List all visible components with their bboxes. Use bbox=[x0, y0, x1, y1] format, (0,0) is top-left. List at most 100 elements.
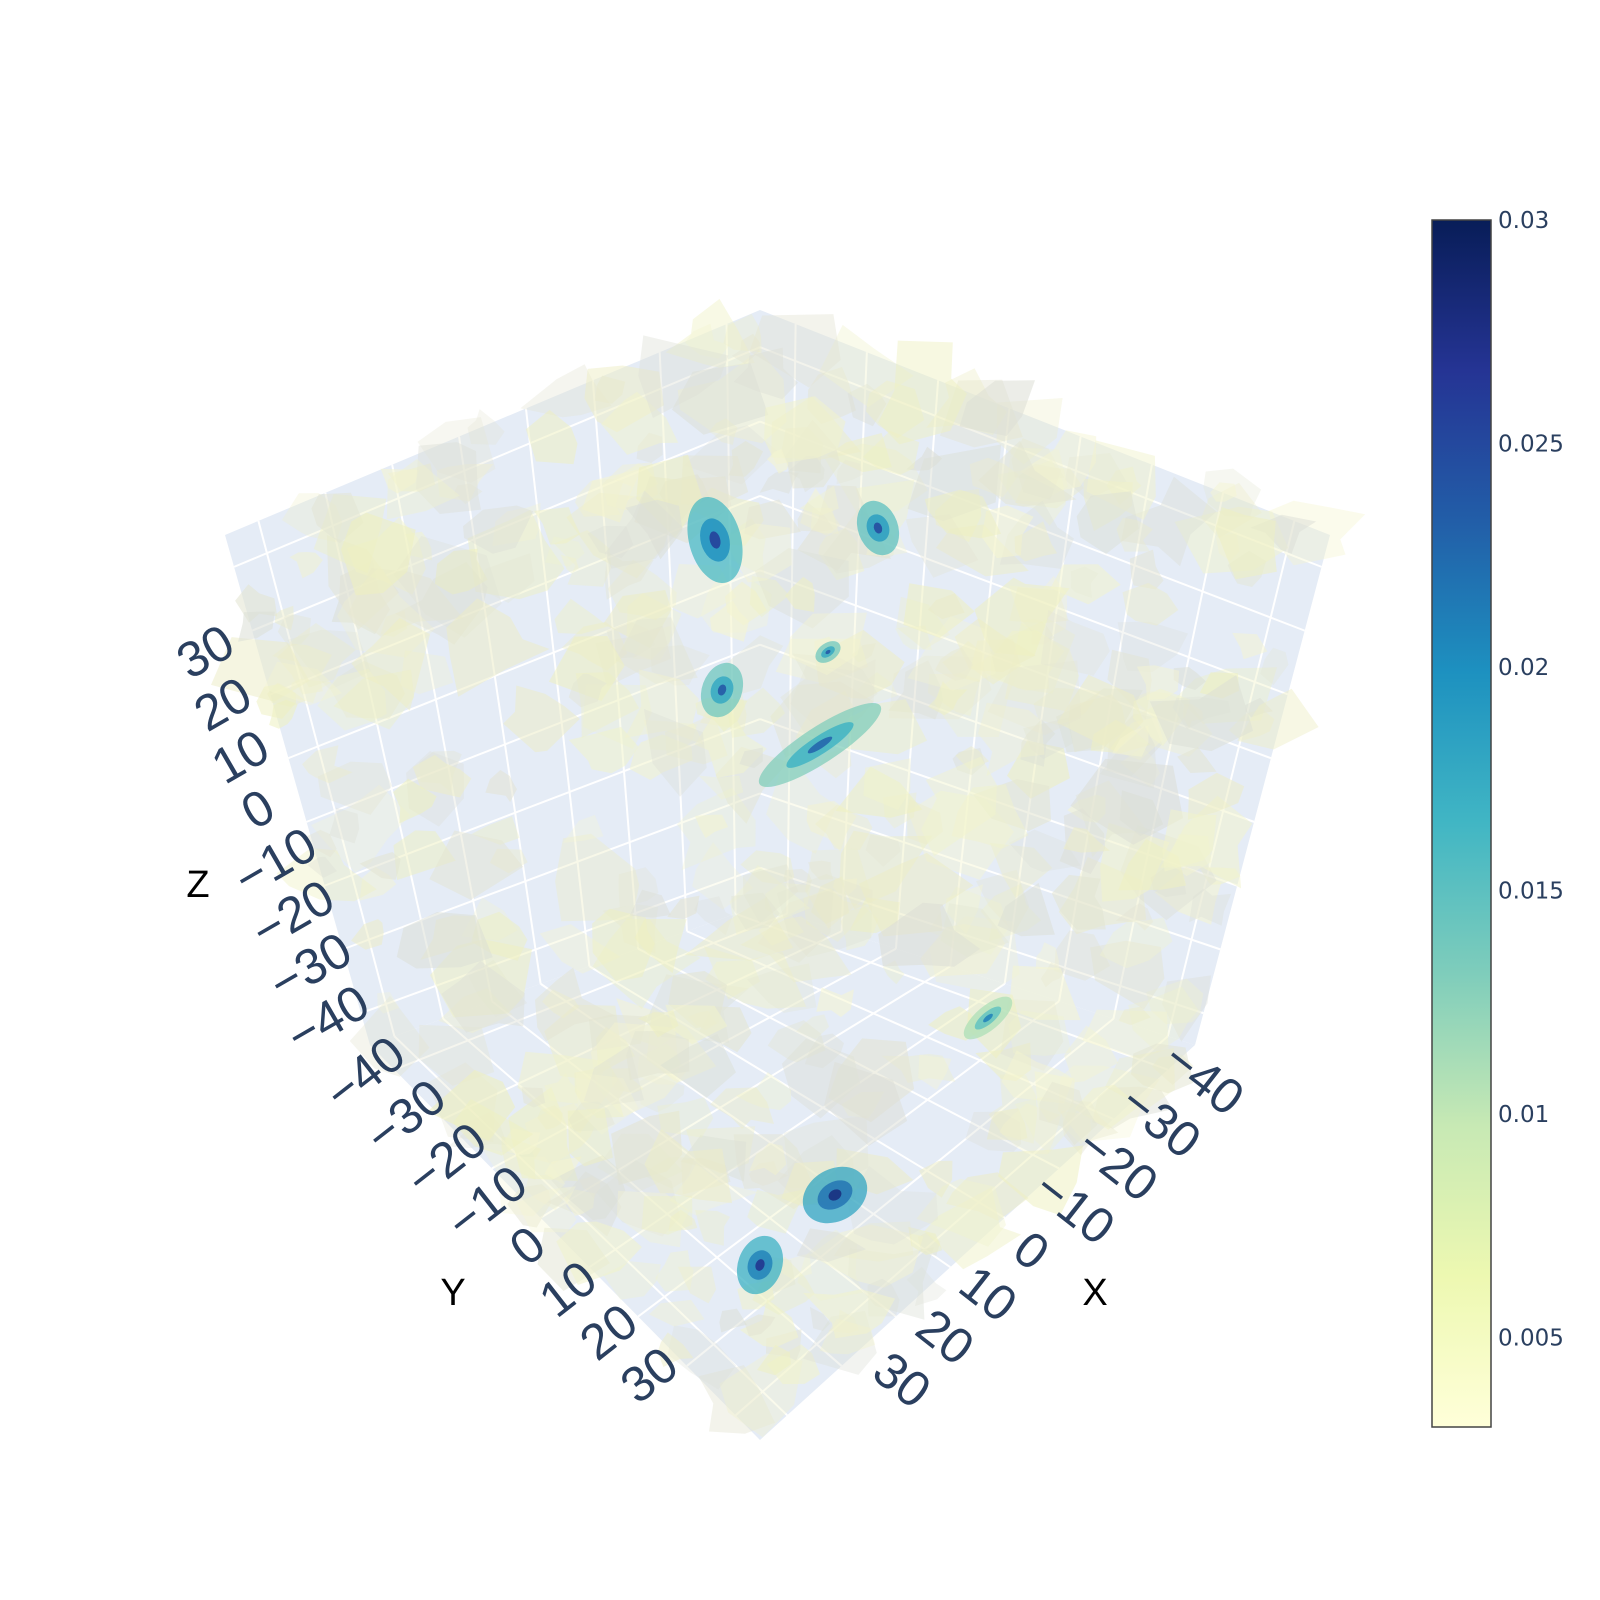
gridline bbox=[458, 436, 542, 984]
isosurface-blob bbox=[802, 1166, 868, 1224]
colorbar-tick-label: 0.01 bbox=[1498, 1102, 1549, 1128]
isosurface-patch bbox=[780, 1253, 812, 1279]
gridline bbox=[233, 346, 761, 568]
isosurface-patch bbox=[377, 992, 400, 1014]
isosurface-patch bbox=[1100, 726, 1157, 789]
isosurface-patch bbox=[554, 598, 608, 634]
isosurface-patch bbox=[767, 449, 789, 474]
isosurface-patch bbox=[975, 1042, 1032, 1081]
isosurface-patch bbox=[796, 1014, 830, 1040]
isosurface-patch bbox=[579, 1176, 601, 1199]
isosurface-patch bbox=[601, 391, 679, 455]
isosurface-patch bbox=[819, 324, 914, 408]
isosurface-patch bbox=[1122, 583, 1179, 626]
isosurface-patch bbox=[924, 1187, 1022, 1270]
isosurface-patch bbox=[862, 430, 920, 475]
isosurface-patch bbox=[545, 536, 585, 567]
isosurface-patch bbox=[638, 1010, 679, 1038]
isosurface-patch bbox=[952, 748, 986, 776]
isosurface-patch bbox=[1086, 440, 1156, 520]
isosurface-patch bbox=[847, 1166, 938, 1245]
isosurface-patch bbox=[263, 661, 342, 706]
isosurface-patch bbox=[1014, 1096, 1079, 1154]
isosurface-patch bbox=[380, 610, 408, 637]
isosurface-patch bbox=[454, 483, 483, 505]
gridline bbox=[342, 792, 761, 951]
isosurface-patch bbox=[998, 1145, 1084, 1216]
isosurface-highlights bbox=[687, 496, 1013, 1295]
isosurface-patch bbox=[568, 673, 607, 708]
3d-scene[interactable] bbox=[211, 298, 1366, 1440]
isosurface-patch bbox=[1162, 975, 1211, 1042]
isosurface-patch bbox=[471, 816, 520, 845]
isosurface-patch bbox=[1177, 747, 1217, 773]
isosurface-patch bbox=[1035, 942, 1059, 970]
isosurface-patch bbox=[1119, 790, 1164, 836]
isosurface-patch bbox=[1189, 888, 1232, 926]
isosurface-patch bbox=[1105, 1048, 1175, 1110]
isosurface-patch bbox=[987, 660, 1082, 736]
isosurface-patch bbox=[380, 468, 420, 494]
isosurface-patch bbox=[311, 784, 411, 873]
isosurface-patch bbox=[276, 848, 377, 902]
gridline bbox=[524, 408, 591, 967]
isosurface-patch bbox=[624, 669, 704, 745]
isosurface-patch bbox=[888, 660, 943, 720]
isosurface-patch bbox=[747, 1188, 807, 1234]
isosurface-patch bbox=[667, 1325, 737, 1390]
gridline bbox=[588, 982, 1006, 1269]
isosurface-patch bbox=[695, 1210, 730, 1246]
isosurface-patch bbox=[1074, 1084, 1140, 1130]
isosurface-patch bbox=[618, 867, 659, 908]
isosurface-patch bbox=[1237, 688, 1319, 750]
gridline bbox=[288, 569, 761, 760]
isosurface-patch bbox=[959, 380, 1035, 436]
isosurface-patch bbox=[393, 778, 437, 824]
isosurface-patch bbox=[272, 623, 356, 688]
gridline bbox=[1112, 492, 1225, 1019]
isosurface-patch bbox=[317, 668, 387, 731]
isosurface-patch bbox=[393, 830, 456, 880]
isosurface-patch bbox=[535, 967, 616, 1042]
isosurface-patch bbox=[489, 848, 528, 874]
isosurface-patch bbox=[1034, 1071, 1075, 1123]
colorbar-tick-label: 0.015 bbox=[1498, 879, 1564, 905]
isosurface-patch bbox=[616, 1190, 690, 1248]
isosurface-patch bbox=[544, 1156, 582, 1185]
isosurface-patch bbox=[742, 864, 799, 924]
isosurface-patch bbox=[1136, 665, 1180, 700]
isosurface-patch bbox=[287, 629, 371, 690]
isosurface-patch bbox=[638, 335, 729, 418]
isosurface-patch bbox=[739, 747, 763, 769]
isosurface-patch bbox=[757, 1344, 791, 1376]
isosurface-blob bbox=[700, 662, 744, 718]
isosurface-patch bbox=[684, 897, 794, 961]
isosurface-patch bbox=[936, 524, 1029, 577]
isosurface-patch bbox=[859, 852, 974, 937]
isosurface-patch bbox=[655, 1250, 694, 1292]
isosurface-patch bbox=[639, 1075, 685, 1113]
isosurface-patch bbox=[551, 1155, 626, 1220]
isosurface-patch bbox=[1146, 978, 1204, 1025]
isosurface-patch bbox=[908, 1226, 943, 1256]
isosurface-patch bbox=[731, 892, 780, 930]
isosurface-patch bbox=[997, 882, 1055, 937]
isosurface-patch bbox=[848, 1247, 934, 1320]
isosurface-patch bbox=[709, 418, 738, 445]
colorbar[interactable]: 0.005 0.01 0.015 0.02 0.025 0.03 bbox=[1431, 208, 1564, 1428]
isosurface-patch bbox=[568, 726, 639, 774]
isosurface-patch bbox=[277, 614, 311, 647]
isosurface-patch bbox=[256, 684, 296, 719]
isosurface-patch bbox=[650, 645, 710, 686]
isosurface-patch bbox=[1116, 517, 1153, 552]
isosurface-patch bbox=[626, 1030, 690, 1081]
isosurface-patch bbox=[765, 882, 811, 919]
isosurface-patch bbox=[534, 507, 581, 545]
isosurface-patch bbox=[797, 502, 834, 532]
isosurface-patch bbox=[602, 904, 659, 954]
isosurface-patch bbox=[607, 559, 677, 621]
isosurface-patch bbox=[940, 903, 1010, 958]
colorbar-gradient bbox=[1431, 219, 1492, 1428]
isosurface-patch bbox=[386, 459, 460, 520]
